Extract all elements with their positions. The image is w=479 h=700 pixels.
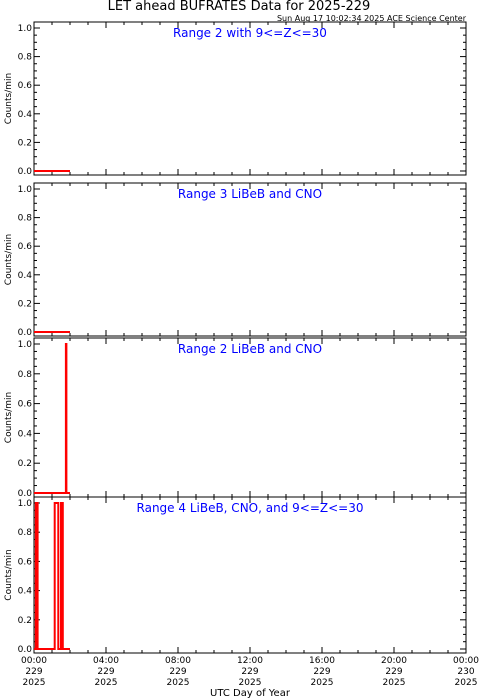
x-tick-label: 229 <box>241 667 258 677</box>
y-tick-label: 0.6 <box>18 242 33 252</box>
panel-1: 0.0 0.2 0.4 0.6 0.8 1.0 Counts/min Range 2 with… <box>4 21 467 177</box>
panel-title: Range 4 LiBeB, CNO, and 9<=Z<=30 <box>137 501 364 515</box>
x-tick-label: 16:00 <box>309 656 335 666</box>
y-tick-label: 0.2 <box>18 459 32 469</box>
x-tick-label: 229 <box>97 667 114 677</box>
plot-frame <box>33 337 467 498</box>
x-tick-label: 2025 <box>455 678 478 688</box>
y-tick-label: 1.0 <box>18 499 33 509</box>
generated-timestamp: Sun Aug 17 10:02:34 2025 ACE Science Cen… <box>277 14 467 23</box>
y-tick-label: 0.0 <box>18 328 33 338</box>
y-tick-label: 0.2 <box>18 616 32 626</box>
y-tick-label: 0.6 <box>18 400 33 410</box>
y-tick-label: 0.8 <box>18 53 33 63</box>
chart-title: LET ahead BUFRATES Data for 2025-229 <box>108 0 371 14</box>
y-tick-label: 0.8 <box>18 528 33 538</box>
x-tick-label: 229 <box>25 667 42 677</box>
y-tick-label: 0.4 <box>18 429 33 439</box>
panel-4: 0.0 0.2 0.4 0.6 0.8 1.0 Counts/min Range 4 LiBe… <box>4 496 467 655</box>
panel-3: 0.0 0.2 0.4 0.6 0.8 1.0 Counts/min Range 2 LiBe… <box>4 337 467 499</box>
x-tick-label: 12:00 <box>237 656 263 666</box>
x-tick-label: 230 <box>457 667 474 677</box>
y-tick-label: 0.4 <box>18 271 33 281</box>
y-axis-label: Counts/min <box>4 234 14 285</box>
panel-title: Range 2 LiBeB and CNO <box>178 342 322 356</box>
y-tick-label: 0.6 <box>18 557 33 567</box>
x-tick-label: 04:00 <box>93 656 119 666</box>
y-tick-label: 0.2 <box>18 138 32 148</box>
data-series-line <box>34 502 70 650</box>
y-tick-label: 0.0 <box>18 167 33 177</box>
y-tick-label: 0.2 <box>18 299 32 309</box>
panel-title: Range 3 LiBeB and CNO <box>178 187 322 201</box>
x-axis-label: UTC Day of Year <box>210 688 291 699</box>
y-tick-label: 1.0 <box>18 24 33 34</box>
x-tick-label: 229 <box>385 667 402 677</box>
x-tick-label: 20:00 <box>381 656 407 666</box>
x-tick-label: 2025 <box>383 678 406 688</box>
y-tick-label: 1.0 <box>18 340 33 350</box>
plot-frame <box>33 21 467 176</box>
x-tick-label: 2025 <box>311 678 334 688</box>
plot-frame <box>33 182 467 337</box>
panel-title: Range 2 with 9<=Z<=30 <box>173 26 327 40</box>
x-tick-label: 229 <box>313 667 330 677</box>
data-series-line <box>34 343 70 494</box>
x-tick-label: 2025 <box>23 678 46 688</box>
x-tick-label: 08:00 <box>165 656 191 666</box>
y-tick-label: 0.8 <box>18 214 33 224</box>
x-tick-label: 00:00 <box>453 656 479 666</box>
y-tick-label: 1.0 <box>18 185 33 195</box>
x-tick-label: 2025 <box>95 678 118 688</box>
y-tick-label: 0.6 <box>18 81 33 91</box>
x-tick-label: 00:00 <box>21 656 47 666</box>
y-tick-label: 0.4 <box>18 110 33 120</box>
x-tick-label: 2025 <box>239 678 262 688</box>
plot-frame <box>33 496 467 654</box>
y-tick-label: 0.0 <box>18 489 33 499</box>
y-axis-label: Counts/min <box>4 73 14 124</box>
y-tick-label: 0.4 <box>18 587 33 597</box>
panel-2: 0.0 0.2 0.4 0.6 0.8 1.0 Counts/min Range 3 LiBe… <box>4 182 467 338</box>
y-tick-label: 0.8 <box>18 370 33 380</box>
x-tick-label: 229 <box>169 667 186 677</box>
panels: 0.0 0.2 0.4 0.6 0.8 1.0 Counts/min Range 2 with… <box>4 21 467 655</box>
x-tick-label: 2025 <box>167 678 190 688</box>
x-axis: 00:00229202504:00229202508:00229202512:0… <box>21 656 479 688</box>
y-axis-label: Counts/min <box>4 392 14 443</box>
y-tick-label: 0.0 <box>18 645 33 655</box>
y-axis-label: Counts/min <box>4 549 14 600</box>
